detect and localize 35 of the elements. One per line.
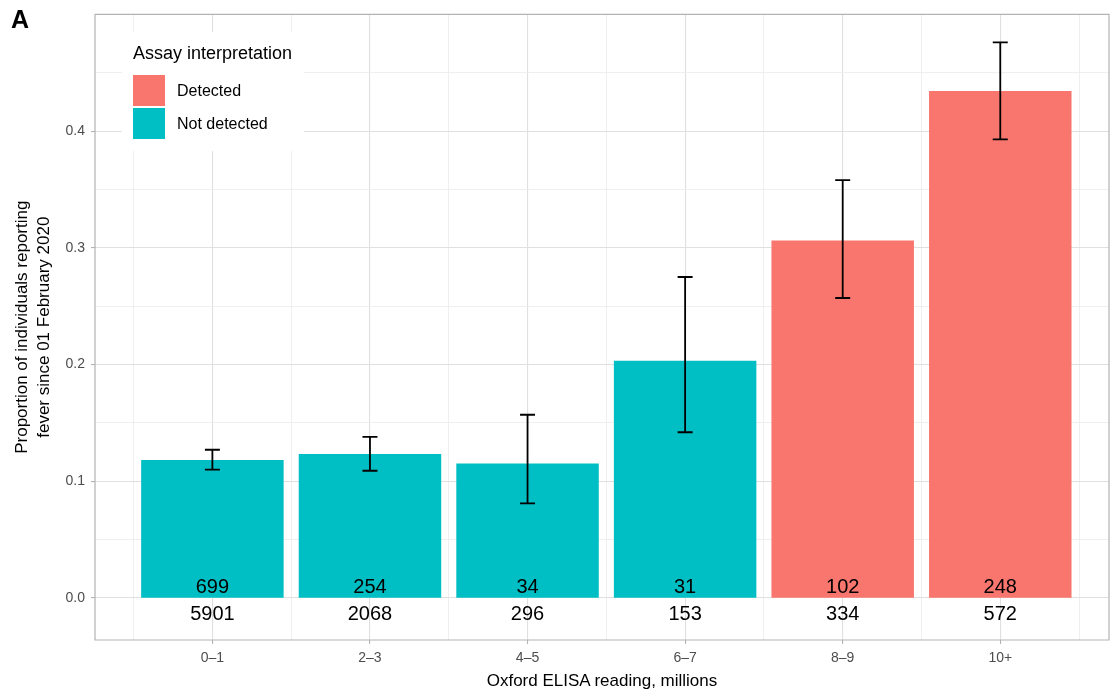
annotation: 34 bbox=[516, 574, 539, 597]
bar bbox=[456, 463, 599, 598]
y-axis-title: Proportion of individuals reporting fever since 01 February 2020 bbox=[11, 200, 53, 454]
bar bbox=[141, 459, 284, 598]
y-tick-label: 0.0 bbox=[65, 588, 86, 605]
annotation: 31 bbox=[674, 574, 697, 597]
annotation: 248 bbox=[983, 574, 1017, 597]
chart-title: A bbox=[11, 5, 30, 33]
annotation: 296 bbox=[510, 601, 545, 624]
x-tick-label: 8–9 bbox=[831, 649, 855, 666]
annotation: 334 bbox=[826, 601, 860, 624]
bar bbox=[613, 360, 757, 598]
bar bbox=[771, 240, 914, 598]
x-tick-label: 0–1 bbox=[200, 649, 225, 666]
x-axis-title: Oxford ELISA reading, millions bbox=[486, 671, 718, 691]
y-tick-label: 0.4 bbox=[65, 121, 86, 138]
annotation: 254 bbox=[353, 574, 387, 597]
x-tick-label: 2–3 bbox=[358, 649, 382, 666]
annotation: 102 bbox=[826, 574, 860, 597]
annotation: 5901 bbox=[190, 601, 235, 624]
x-tick-label: 10+ bbox=[988, 649, 1013, 666]
legend-label: Detected bbox=[177, 81, 242, 100]
legend-title: Assay interpretation bbox=[133, 42, 293, 64]
bar bbox=[298, 454, 442, 598]
annotation: 572 bbox=[983, 601, 1017, 624]
y-tick-label: 0.3 bbox=[65, 238, 86, 255]
annotation: 153 bbox=[668, 601, 702, 624]
legend-label: Not detected bbox=[177, 114, 268, 133]
annotation: 699 bbox=[195, 574, 230, 597]
y-tick-label: 0.1 bbox=[65, 472, 86, 489]
bar bbox=[929, 91, 1072, 598]
annotation: 2068 bbox=[347, 601, 393, 624]
x-tick-label: 4–5 bbox=[515, 649, 540, 666]
x-tick-label: 6–7 bbox=[673, 649, 698, 666]
y-tick-label: 0.2 bbox=[65, 355, 86, 372]
